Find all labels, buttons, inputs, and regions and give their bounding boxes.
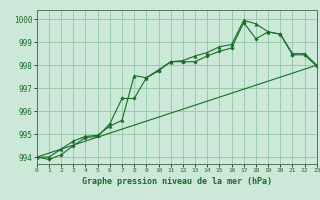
X-axis label: Graphe pression niveau de la mer (hPa): Graphe pression niveau de la mer (hPa) [82, 177, 272, 186]
